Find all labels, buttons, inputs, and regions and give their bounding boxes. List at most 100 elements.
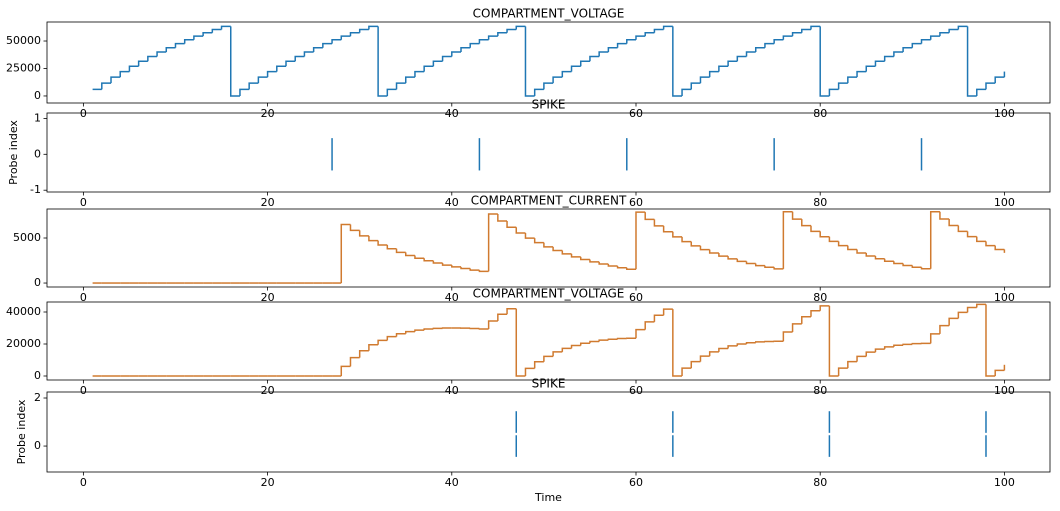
x-tick-label: 100 xyxy=(994,476,1015,489)
step-segment xyxy=(929,333,940,344)
step-segment xyxy=(506,28,517,33)
step-segment xyxy=(662,25,673,30)
step-segment xyxy=(893,51,904,57)
step-segment xyxy=(386,88,397,96)
step-segment xyxy=(607,46,618,53)
x-tick-label: 100 xyxy=(994,384,1015,397)
step-segment xyxy=(202,32,213,37)
step-segment xyxy=(626,267,636,271)
step-segment xyxy=(708,351,719,357)
step-segment xyxy=(718,65,729,72)
step-segment xyxy=(745,341,756,344)
step-segment xyxy=(690,360,701,369)
step-segment xyxy=(460,46,471,53)
y-tick-label: 0 xyxy=(34,89,41,102)
y-axis-label: Probe index xyxy=(15,399,28,464)
step-segment xyxy=(662,225,673,233)
step-segment xyxy=(976,88,986,96)
y-tick-label: 1 xyxy=(34,111,41,124)
step-segment xyxy=(911,265,922,269)
step-segment xyxy=(598,261,609,265)
step-segment xyxy=(616,42,627,48)
step-segment xyxy=(708,249,719,254)
step-segment xyxy=(294,55,305,62)
step-segment xyxy=(911,42,922,48)
step-segment xyxy=(524,26,535,97)
step-segment xyxy=(358,230,369,237)
y-axis-label: Probe index xyxy=(7,120,20,185)
step-segment xyxy=(285,60,296,67)
step-segment xyxy=(653,219,664,227)
step-segment xyxy=(478,270,489,273)
step-segment xyxy=(681,236,692,243)
step-segment xyxy=(985,82,996,90)
step-segment xyxy=(137,60,148,67)
step-segment xyxy=(506,220,517,229)
x-tick-label: 100 xyxy=(994,107,1015,120)
step-segment xyxy=(497,213,508,222)
step-segment xyxy=(441,55,452,62)
step-segment xyxy=(644,32,655,37)
step-segment xyxy=(874,348,885,353)
step-segment xyxy=(865,351,876,357)
step-segment xyxy=(976,236,986,243)
subplot-title: COMPARTMENT_CURRENT xyxy=(471,194,627,208)
x-tick-label: 20 xyxy=(261,196,275,209)
step-segment xyxy=(985,241,996,247)
step-segment xyxy=(497,32,508,37)
step-segment xyxy=(736,258,747,263)
step-segment xyxy=(727,256,738,260)
step-segment xyxy=(487,35,498,40)
step-segment xyxy=(607,338,618,341)
step-segment xyxy=(819,231,830,238)
step-segment xyxy=(552,76,563,84)
step-segment xyxy=(460,266,471,270)
step-segment xyxy=(506,308,517,315)
step-segment xyxy=(404,330,415,334)
step-segment xyxy=(340,365,351,376)
step-segment xyxy=(469,42,480,48)
step-segment xyxy=(754,341,765,343)
step-segment xyxy=(727,345,738,349)
x-tick-label: 40 xyxy=(445,384,459,397)
step-segment xyxy=(727,60,738,67)
step-segment xyxy=(331,39,342,44)
step-segment xyxy=(856,70,867,78)
step-segment xyxy=(478,39,489,44)
step-segment xyxy=(183,39,194,44)
step-segment xyxy=(570,65,581,72)
step-segment xyxy=(893,261,904,265)
step-segment xyxy=(929,35,940,40)
step-segment xyxy=(358,28,369,33)
x-tick-label: 60 xyxy=(629,107,643,120)
step-segment xyxy=(515,308,526,377)
step-segment xyxy=(598,339,609,342)
step-segment xyxy=(644,212,655,221)
step-segment xyxy=(561,347,572,352)
step-segment xyxy=(552,351,563,357)
step-segment xyxy=(533,88,544,96)
plot-frame xyxy=(46,208,1051,288)
step-segment xyxy=(487,213,498,272)
step-segment xyxy=(635,211,646,270)
step-segment xyxy=(985,304,996,377)
step-segment xyxy=(920,267,931,270)
x-tick-label: 60 xyxy=(629,291,643,304)
step-segment xyxy=(101,82,112,90)
step-segment xyxy=(469,268,480,271)
step-segment xyxy=(874,60,885,67)
step-segment xyxy=(322,42,333,48)
step-segment xyxy=(147,55,158,62)
step-segment xyxy=(801,219,811,227)
step-segment xyxy=(635,328,646,339)
step-segment xyxy=(929,210,940,269)
x-tick-label: 60 xyxy=(629,476,643,489)
step-segment xyxy=(598,51,609,57)
step-segment xyxy=(994,245,1005,251)
step-segment xyxy=(672,26,683,97)
step-segment xyxy=(128,65,139,72)
step-segment xyxy=(810,25,821,30)
y-tick-label: 0 xyxy=(34,276,41,289)
